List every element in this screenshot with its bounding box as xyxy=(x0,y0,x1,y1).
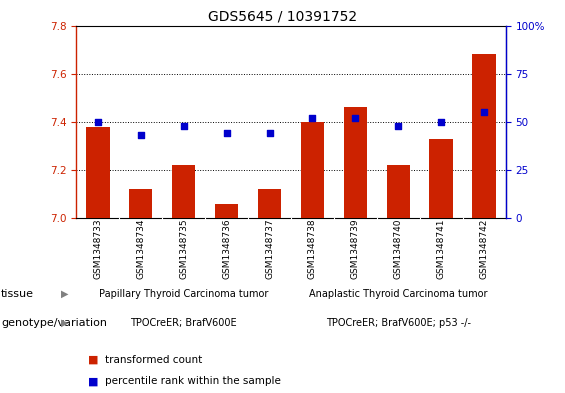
Point xyxy=(179,123,188,129)
Text: GSM1348742: GSM1348742 xyxy=(480,219,489,279)
Bar xyxy=(86,127,110,218)
Text: GSM1348737: GSM1348737 xyxy=(265,218,274,279)
Point xyxy=(308,115,317,121)
Text: GSM1348736: GSM1348736 xyxy=(222,218,231,279)
Text: transformed count: transformed count xyxy=(105,354,202,365)
Point xyxy=(437,119,446,125)
Text: ■: ■ xyxy=(88,354,98,365)
Text: GSM1348734: GSM1348734 xyxy=(136,219,145,279)
Point xyxy=(222,130,231,136)
Point xyxy=(93,119,102,125)
Text: tissue: tissue xyxy=(1,289,34,299)
Bar xyxy=(129,189,153,218)
Text: TPOCreER; BrafV600E; p53 -/-: TPOCreER; BrafV600E; p53 -/- xyxy=(326,318,471,328)
Text: GSM1348739: GSM1348739 xyxy=(351,218,360,279)
Bar xyxy=(472,54,496,218)
Text: Anaplastic Thyroid Carcinoma tumor: Anaplastic Thyroid Carcinoma tumor xyxy=(309,289,488,299)
Bar xyxy=(215,204,238,218)
Point xyxy=(136,132,145,138)
Bar xyxy=(386,165,410,218)
Text: ■: ■ xyxy=(88,376,98,386)
Text: GSM1348740: GSM1348740 xyxy=(394,219,403,279)
Bar xyxy=(258,189,281,218)
Bar xyxy=(344,107,367,218)
Point xyxy=(394,123,403,129)
Text: Papillary Thyroid Carcinoma tumor: Papillary Thyroid Carcinoma tumor xyxy=(99,289,268,299)
Text: GDS5645 / 10391752: GDS5645 / 10391752 xyxy=(208,10,357,24)
Point xyxy=(480,109,489,115)
Text: GSM1348738: GSM1348738 xyxy=(308,218,317,279)
Text: ▶: ▶ xyxy=(61,318,69,328)
Text: genotype/variation: genotype/variation xyxy=(1,318,107,328)
Text: GSM1348735: GSM1348735 xyxy=(179,218,188,279)
Point xyxy=(351,115,360,121)
Text: GSM1348733: GSM1348733 xyxy=(93,218,102,279)
Bar xyxy=(429,139,453,218)
Text: GSM1348741: GSM1348741 xyxy=(437,219,446,279)
Text: ▶: ▶ xyxy=(61,289,69,299)
Text: TPOCreER; BrafV600E: TPOCreER; BrafV600E xyxy=(131,318,237,328)
Point xyxy=(265,130,274,136)
Bar xyxy=(301,122,324,218)
Text: percentile rank within the sample: percentile rank within the sample xyxy=(105,376,280,386)
Bar xyxy=(172,165,195,218)
